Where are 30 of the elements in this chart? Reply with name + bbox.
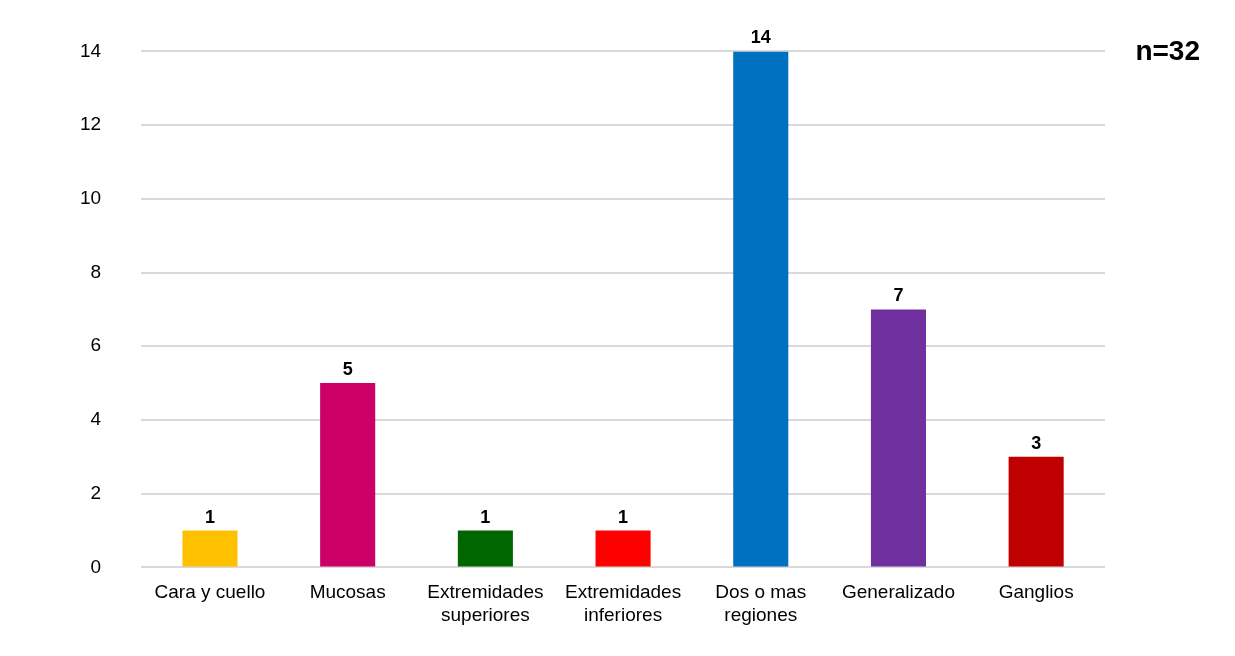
data-label: 5 — [342, 359, 353, 380]
x-tick-label: Extremidades inferiores — [564, 581, 682, 625]
y-tick-label: 10 — [79, 187, 102, 209]
x-tick-label: Dos o mas regiones — [715, 581, 807, 625]
x-tick-label: Generalizado — [841, 581, 955, 603]
y-tick-label: 4 — [90, 408, 102, 430]
bar — [733, 51, 789, 567]
x-tick-label: Extremidades superiores — [427, 581, 544, 625]
y-tick-label: 12 — [79, 113, 102, 135]
data-label: 14 — [750, 27, 771, 48]
data-label: 1 — [618, 506, 629, 527]
y-tick-label: 0 — [90, 555, 102, 577]
text: n=32 — [1135, 34, 1200, 66]
y-tick-label: 6 — [90, 334, 102, 356]
x-tick-label: Ganglios — [998, 581, 1074, 603]
x-tick-label: Cara y cuello — [154, 581, 266, 603]
bar — [870, 309, 926, 567]
bar — [182, 530, 238, 567]
bar — [1008, 456, 1064, 567]
data-label: 7 — [893, 285, 904, 306]
y-tick-label: 2 — [90, 481, 102, 503]
x-tick-label: Mucosas — [309, 581, 386, 603]
data-label: 1 — [204, 506, 215, 527]
y-tick-label: 8 — [90, 260, 102, 282]
y-tick-label: 14 — [79, 39, 102, 61]
data-label: 1 — [480, 506, 491, 527]
bar — [595, 530, 651, 567]
data-label: 3 — [1031, 432, 1042, 453]
bar — [320, 383, 376, 567]
bar — [457, 530, 513, 567]
